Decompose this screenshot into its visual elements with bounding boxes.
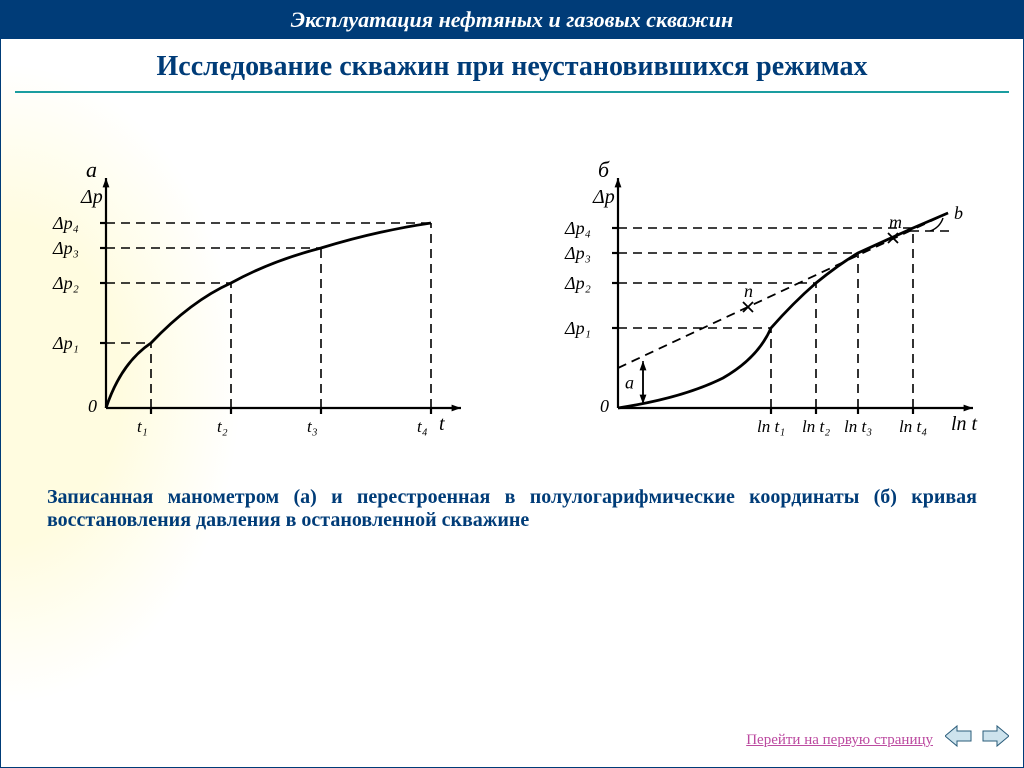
svg-text:Δp: Δp: [80, 186, 103, 208]
svg-text:ln t₁: ln t₁: [757, 417, 785, 436]
svg-text:Δp₁: Δp₁: [52, 333, 79, 353]
svg-text:а: а: [86, 157, 97, 182]
svg-text:0: 0: [88, 396, 97, 416]
svg-text:b: b: [954, 203, 963, 223]
svg-text:t₃: t₃: [307, 417, 318, 436]
svg-text:Δp₃: Δp₃: [52, 238, 79, 258]
first-page-link[interactable]: Перейти на первую страницу: [746, 732, 933, 749]
header-bar: Эксплуатация нефтяных и газовых скважин: [1, 1, 1023, 39]
svg-text:ln t: ln t: [951, 413, 978, 435]
svg-text:a: a: [625, 373, 634, 393]
svg-text:Δp₂: Δp₂: [52, 273, 79, 293]
next-arrow-icon[interactable]: [983, 726, 1009, 746]
chart-a: а Δp t 0 Δp₁ Δp₂ Δp₃ Δp₄ t₁ t₂ t₃ t₄: [41, 153, 471, 458]
slide: Эксплуатация нефтяных и газовых скважин …: [0, 0, 1024, 768]
svg-text:Δp₄: Δp₄: [52, 213, 79, 233]
title-wrap: Исследование скважин при неустановившихс…: [15, 43, 1009, 93]
svg-text:0: 0: [600, 396, 609, 416]
svg-text:t: t: [439, 413, 445, 435]
svg-text:ln t₃: ln t₃: [844, 417, 872, 436]
svg-text:Δp₃: Δp₃: [564, 243, 591, 263]
chart-b: б Δp ln t 0 Δp₁ Δp₂ Δp₃ Δp₄ ln t₁ ln t₂ ln t₃ ln t₄…: [553, 153, 983, 458]
nav-arrows: [945, 722, 1009, 755]
svg-text:Δp₄: Δp₄: [564, 218, 591, 238]
svg-text:t₂: t₂: [217, 417, 228, 436]
svg-text:Δp: Δp: [592, 186, 615, 208]
svg-text:ln t₂: ln t₂: [802, 417, 830, 436]
svg-text:Δp₂: Δp₂: [564, 273, 591, 293]
svg-text:t₄: t₄: [417, 417, 428, 436]
svg-text:n: n: [744, 281, 753, 301]
svg-text:t₁: t₁: [137, 417, 148, 436]
svg-text:б: б: [598, 157, 610, 182]
page-title: Исследование скважин при неустановившихс…: [15, 51, 1009, 83]
header-text: Эксплуатация нефтяных и газовых скважин: [291, 7, 733, 32]
figures-row: а Δp t 0 Δp₁ Δp₂ Δp₃ Δp₄ t₁ t₂ t₃ t₄ б Δp ln t 0 Δp₁ Δp₂…: [1, 93, 1023, 468]
svg-text:Δp₁: Δp₁: [564, 318, 591, 338]
svg-text:ln t₄: ln t₄: [899, 417, 927, 436]
svg-text:m: m: [889, 212, 902, 232]
prev-arrow-icon[interactable]: [945, 726, 971, 746]
figure-caption: Записанная манометром (а) и перестроенна…: [1, 468, 1023, 550]
